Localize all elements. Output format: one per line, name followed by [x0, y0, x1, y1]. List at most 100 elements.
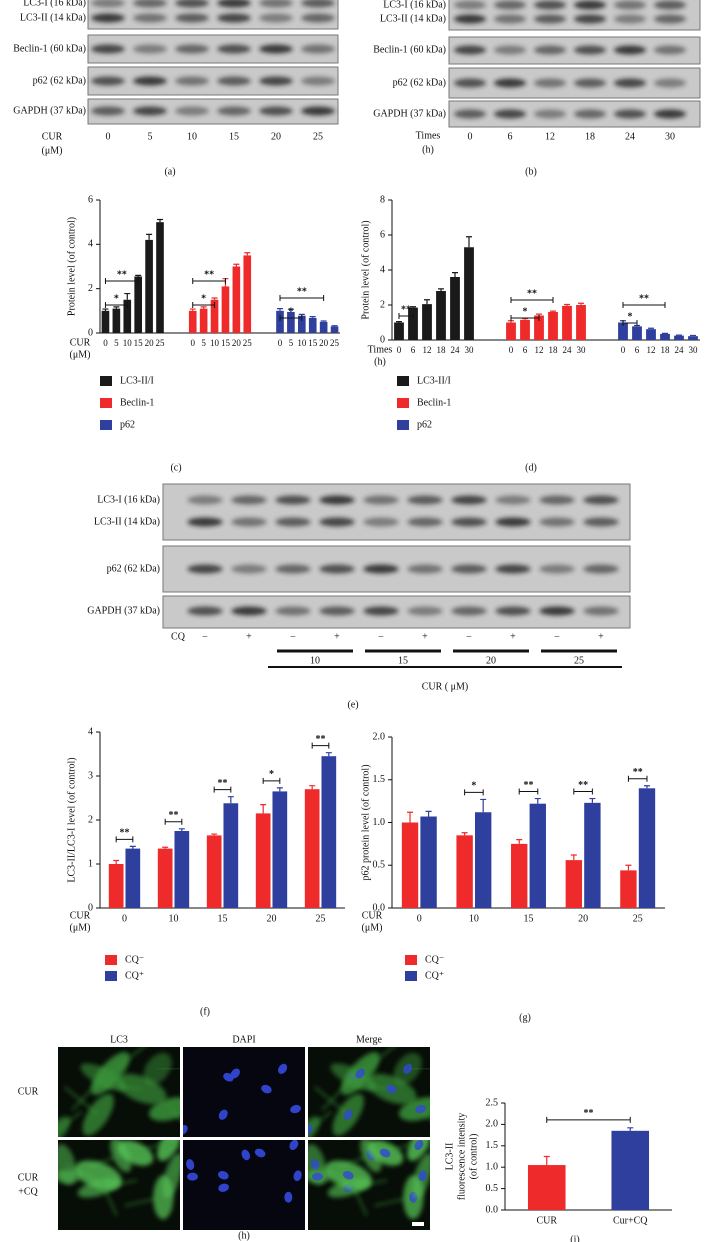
- panel-label: (c): [170, 462, 181, 473]
- x-tick-label: 10: [210, 338, 220, 348]
- lane-label: +: [246, 631, 252, 642]
- bar: [232, 266, 241, 333]
- legend-swatch: [397, 420, 409, 430]
- legend-label: LC3-II/I: [417, 375, 451, 386]
- blot-band: [301, 13, 335, 23]
- x-tick-label: 0: [278, 338, 283, 348]
- error-bar: [438, 288, 444, 291]
- lane-label: 20: [271, 131, 281, 142]
- blot-band: [495, 564, 531, 574]
- bar: [221, 286, 230, 333]
- error-bar: [410, 306, 416, 308]
- x-axis-title: CUR: [362, 910, 383, 921]
- error-bar: [211, 833, 218, 836]
- blot-band: [451, 517, 487, 527]
- lane-label: −: [554, 631, 560, 642]
- nucleus: [254, 1148, 266, 1158]
- bar: [174, 831, 190, 908]
- blot-band: [583, 517, 619, 527]
- blot-band: [319, 606, 355, 616]
- bar: [529, 803, 546, 908]
- y-tick-label: 1.0: [373, 817, 386, 828]
- row-label: CUR: [18, 1172, 39, 1183]
- significance-label: **: [578, 780, 588, 791]
- nucleus: [342, 1171, 354, 1180]
- lane-label: 0: [106, 131, 111, 142]
- error-bar: [162, 846, 169, 849]
- bar: [157, 848, 173, 908]
- x-tick-label: 15: [134, 338, 144, 348]
- panel-label: (h): [238, 1230, 250, 1241]
- cell-process: [418, 1143, 430, 1149]
- bar: [450, 277, 460, 340]
- blot-band: [494, 0, 526, 10]
- x-tick-label: 5: [289, 338, 294, 348]
- micrograph: [183, 1140, 305, 1230]
- nucleus: [418, 1170, 427, 1182]
- error-bar: [578, 302, 584, 305]
- cell-process: [97, 1174, 118, 1217]
- bar: [548, 312, 558, 340]
- lane-label: 12: [545, 131, 555, 142]
- nucleus: [289, 1140, 299, 1151]
- significance-label: **: [633, 767, 643, 778]
- blot-row-label: LC3-I (16 kDa): [383, 0, 446, 10]
- blot-band: [259, 0, 293, 8]
- lane-label: +: [510, 631, 516, 642]
- significance-bracket: [510, 297, 554, 303]
- x-tick-label: 18: [549, 345, 559, 355]
- x-tick-label: 6: [411, 345, 416, 355]
- blot-row-label: GAPDH (37 kDa): [13, 105, 86, 116]
- cell-lc3: [157, 1140, 180, 1161]
- bar: [188, 310, 197, 333]
- error-bar: [309, 785, 316, 790]
- x-tick-label: 0: [621, 345, 626, 355]
- panel-label: (f): [200, 1006, 210, 1017]
- column-label: Merge: [356, 1034, 382, 1045]
- x-axis-title: (μM): [70, 922, 91, 933]
- y-axis-title: p62 protein level (of control): [360, 764, 371, 880]
- panel-label: (d): [525, 462, 537, 473]
- blot-band: [133, 106, 167, 116]
- bar: [134, 276, 142, 333]
- error-bar: [550, 310, 556, 312]
- significance-label: **: [584, 1108, 594, 1119]
- blot-band: [187, 495, 223, 505]
- x-tick-label: 12: [647, 345, 656, 355]
- x-tick-label: 30: [689, 345, 699, 355]
- nucleus: [186, 1159, 195, 1170]
- error-bar: [452, 272, 458, 277]
- blot-row-label: LC3-I (16 kDa): [23, 0, 86, 8]
- bar: [210, 299, 219, 333]
- blot-band: [614, 109, 646, 119]
- blot-band: [217, 76, 251, 86]
- bar: [420, 816, 437, 908]
- micrograph: [308, 1047, 430, 1137]
- bar: [646, 329, 656, 340]
- blot-band: [454, 78, 486, 88]
- blot-row-label: GAPDH (37 kDa): [87, 605, 160, 616]
- bar: [527, 1165, 566, 1210]
- significance-bracket: [622, 302, 666, 308]
- scale-bar: [412, 1222, 424, 1226]
- error-bar: [643, 785, 650, 789]
- x-tick-label: 24: [675, 345, 685, 355]
- blot-band: [187, 517, 223, 527]
- bar: [506, 322, 516, 340]
- bar: [576, 305, 586, 340]
- blot-band: [654, 0, 686, 10]
- x-tick-label: 5: [201, 338, 206, 348]
- nucleus: [230, 1068, 240, 1079]
- bar: [520, 319, 530, 340]
- blot-band: [454, 0, 486, 10]
- nucleus: [187, 1172, 199, 1181]
- legend-swatch: [100, 376, 112, 386]
- x-tick-label: 15: [221, 338, 231, 348]
- x-axis-title: CUR: [42, 131, 63, 142]
- error-bar: [676, 334, 682, 336]
- legend-swatch: [105, 971, 117, 981]
- bar: [321, 756, 337, 908]
- error-bar: [135, 274, 142, 277]
- blot-band: [539, 606, 575, 616]
- x-axis-title: (μM): [42, 145, 63, 156]
